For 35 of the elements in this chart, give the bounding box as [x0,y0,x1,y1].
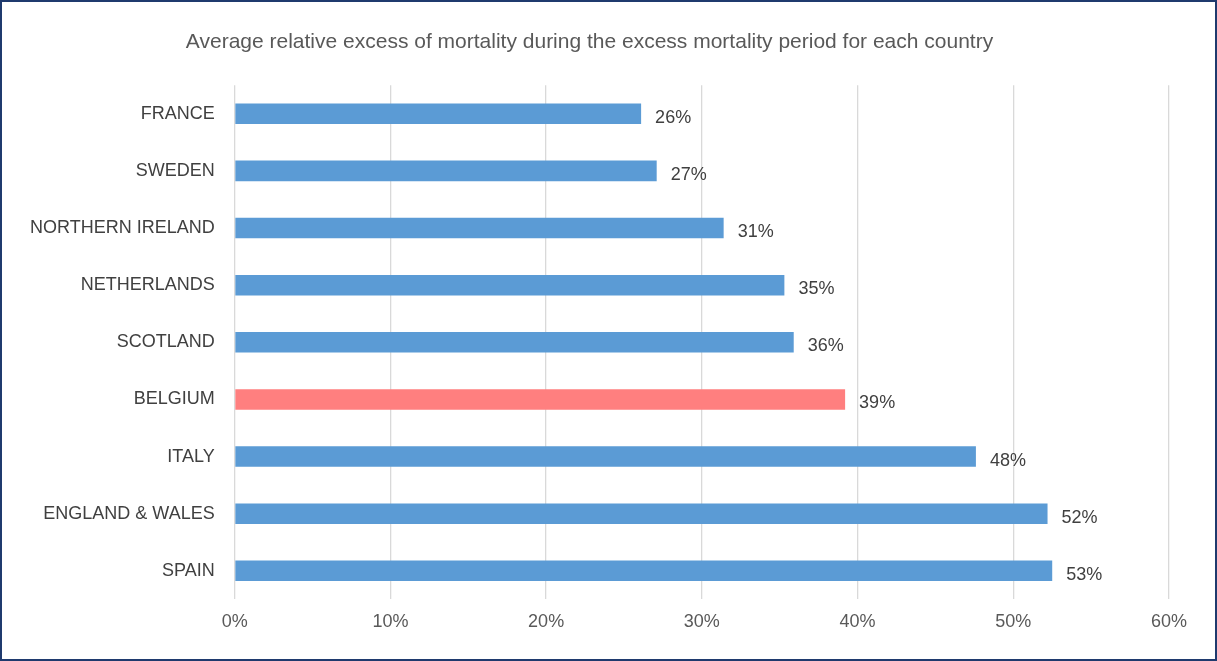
y-tick-label: SPAIN [162,559,215,580]
data-label: 48% [989,449,1026,470]
bar [235,274,785,296]
x-tick-label: 10% [372,611,409,632]
y-tick-label: BELGIUM [133,388,215,409]
y-tick-label: ITALY [167,445,215,466]
bar [235,446,976,467]
x-tick-label: 30% [683,611,720,632]
data-label: 35% [798,278,835,299]
bar [235,217,724,239]
x-tick-label: 40% [839,611,876,632]
bar [235,503,1048,524]
y-tick-label: NORTHERN IRELAND [29,217,215,237]
x-tick-label: 60% [1150,611,1188,632]
data-label: 53% [1066,563,1103,584]
x-tick-label: 0% [221,611,248,632]
y-tick-label: NETHERLANDS [80,274,215,295]
data-label: 52% [1061,506,1098,527]
bar [235,332,794,353]
bar [235,160,657,182]
y-tick-label: ENGLAND & WALES [43,502,215,523]
data-label: 27% [670,163,707,184]
chart-title: Average relative excess of mortality during the excess mortality period for each country [185,29,994,53]
data-label: 26% [655,106,692,127]
bar [235,560,1053,582]
bar [235,103,642,125]
y-tick-label: SCOTLAND [116,331,215,352]
x-tick-label: 50% [995,611,1032,632]
data-label: 36% [807,335,844,356]
bar [235,389,846,410]
x-tick-label: 20% [528,611,565,632]
y-tick-label: SWEDEN [135,159,215,180]
data-label: 31% [737,221,774,241]
data-label: 39% [859,392,896,413]
y-tick-label: FRANCE [140,102,215,123]
